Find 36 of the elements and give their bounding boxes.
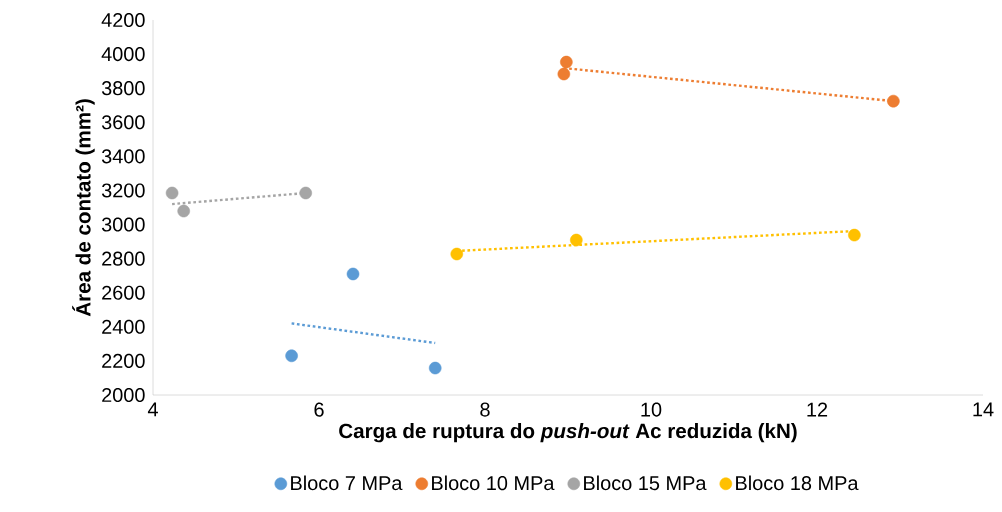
legend-label: Bloco 10 MPa (432, 475, 555, 491)
legend-label: Bloco 18 MPa (736, 475, 859, 491)
point (177, 204, 190, 218)
y-axis-title: Área de contato (mm²) (72, 99, 95, 317)
x-tick-label: 4 (147, 402, 158, 417)
y-tick-label: 2200 (102, 353, 145, 368)
point (285, 349, 298, 363)
point (848, 228, 861, 242)
y-tick-label: 4200 (101, 12, 145, 28)
x-tick-label: 8 (480, 402, 490, 417)
y-tick-label: 3600 (101, 115, 145, 130)
point (887, 94, 900, 108)
x-axis-title: Carga de ruptura do push-out Ac reduzida (kN) (339, 423, 797, 443)
point (570, 233, 583, 247)
y-tick-label: 4000 (101, 47, 145, 62)
point (299, 186, 312, 200)
y-tick-label: 3400 (101, 149, 145, 164)
y-tick-label: 2800 (102, 251, 145, 266)
y-tick-label: 2400 (102, 319, 145, 334)
point (428, 361, 442, 375)
point (557, 67, 571, 81)
legend-label: Bloco 7 MPa (291, 475, 403, 491)
point (450, 247, 464, 261)
point (560, 55, 573, 69)
x-tick-label: 12 (807, 402, 828, 417)
y-tick-label: 3200 (101, 183, 145, 198)
x-tick-label: 6 (314, 402, 324, 417)
y-tick-label: 2000 (102, 387, 145, 403)
y-tick-label: 3800 (101, 81, 145, 96)
point (346, 267, 360, 281)
point (165, 186, 179, 200)
legend-label: Bloco 15 MPa (584, 475, 707, 491)
y-tick-label: 3000 (101, 217, 145, 232)
x-tick-label: 10 (641, 402, 662, 417)
x-tick-label: 14 (973, 402, 994, 417)
y-tick-label: 2600 (102, 285, 145, 300)
